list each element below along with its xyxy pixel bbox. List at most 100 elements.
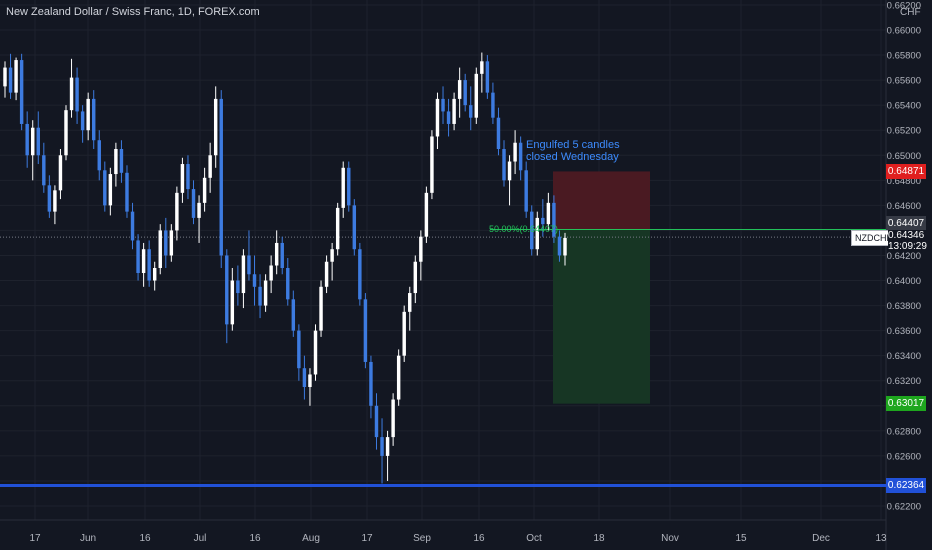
chart-annotation[interactable]: Engulfed 5 candles closed Wednesday bbox=[526, 139, 620, 163]
candle-body bbox=[269, 265, 273, 281]
candle-body bbox=[53, 190, 57, 212]
price-axis-label: 0.65600 bbox=[887, 76, 921, 87]
candle-body bbox=[535, 217, 539, 250]
candle-body bbox=[130, 211, 135, 241]
current-price: 0.64346 bbox=[888, 230, 925, 241]
candle-body bbox=[369, 361, 373, 406]
candle-body bbox=[496, 117, 501, 149]
candle-body bbox=[86, 98, 90, 131]
price-axis-label: 0.65000 bbox=[887, 151, 921, 162]
candle-body bbox=[507, 161, 512, 181]
candle-body bbox=[241, 255, 246, 294]
candle-body bbox=[441, 98, 445, 112]
current-price-tag: 0.64346 13:09:29 bbox=[888, 230, 928, 252]
price-axis-label: 0.63200 bbox=[887, 376, 921, 387]
candle-body bbox=[291, 299, 296, 331]
candle-body bbox=[108, 174, 113, 206]
candle-body bbox=[374, 405, 379, 438]
candle-body bbox=[286, 268, 290, 300]
candle-body bbox=[313, 330, 318, 375]
price-axis-label: 0.63800 bbox=[887, 301, 921, 312]
candle-body bbox=[457, 80, 462, 99]
candle-body bbox=[419, 236, 423, 262]
candle-body bbox=[258, 286, 262, 306]
price-axis-label: 0.62800 bbox=[887, 426, 921, 437]
candle-body bbox=[491, 92, 495, 118]
candle-body bbox=[247, 255, 251, 275]
time-axis-label: 16 bbox=[473, 533, 485, 544]
candle-body bbox=[164, 230, 168, 256]
candle-body bbox=[335, 207, 340, 250]
price-axis-label: 0.62200 bbox=[887, 502, 921, 513]
price-axis-label: 0.65400 bbox=[887, 101, 921, 112]
candle-body bbox=[8, 67, 13, 93]
time-axis-label: 17 bbox=[29, 533, 41, 544]
candle-body bbox=[64, 110, 68, 156]
candle-body bbox=[158, 230, 162, 268]
currency-label: CHF bbox=[900, 7, 921, 18]
candle-body bbox=[230, 280, 235, 325]
candle-body bbox=[169, 230, 174, 256]
candle-body bbox=[191, 189, 196, 218]
candle-body bbox=[380, 437, 384, 456]
price-axis-label: 0.64600 bbox=[887, 201, 921, 212]
price-axis-label: 0.63600 bbox=[887, 326, 921, 337]
time-axis-label: Nov bbox=[661, 533, 679, 544]
time-axis-label: 18 bbox=[593, 533, 605, 544]
candle-body bbox=[31, 127, 35, 156]
candle-body bbox=[75, 77, 79, 112]
candle-body bbox=[125, 172, 129, 212]
candle-body bbox=[91, 98, 96, 141]
price-axis-label: 0.64000 bbox=[887, 276, 921, 287]
candle-body bbox=[530, 211, 534, 250]
candle-body bbox=[208, 155, 212, 178]
time-axis-label: 16 bbox=[139, 533, 151, 544]
candle-body bbox=[552, 202, 556, 237]
candle-body bbox=[213, 98, 218, 156]
stop-loss-price-tag: 0.64871 bbox=[886, 164, 926, 179]
candle-body bbox=[3, 67, 7, 87]
candle-body bbox=[114, 149, 118, 175]
candle-body bbox=[391, 399, 395, 438]
candle-body bbox=[480, 61, 484, 74]
candle-body bbox=[446, 111, 451, 124]
candle-body bbox=[435, 98, 440, 137]
annotation-line-1: Engulfed 5 candles bbox=[526, 139, 620, 151]
candle-body bbox=[413, 261, 418, 294]
candle-body bbox=[14, 60, 18, 93]
candle-body bbox=[219, 98, 223, 256]
candle-body bbox=[36, 127, 40, 156]
candle-body bbox=[186, 164, 190, 190]
candle-body bbox=[324, 261, 329, 287]
candle-body bbox=[330, 249, 334, 262]
candle-body bbox=[358, 249, 362, 300]
candle-body bbox=[42, 155, 46, 186]
time-axis-label: Aug bbox=[302, 533, 320, 544]
candle-body bbox=[119, 149, 124, 173]
support-price-tag: 0.62364 bbox=[886, 478, 926, 493]
candle-body bbox=[341, 167, 345, 208]
candle-body bbox=[225, 255, 229, 325]
candle-body bbox=[180, 164, 185, 193]
take-profit-zone bbox=[553, 229, 650, 404]
candle-body bbox=[518, 142, 523, 171]
candle-body bbox=[274, 242, 279, 266]
take-profit-price-tag: 0.63017 bbox=[886, 396, 926, 411]
candle-body bbox=[197, 202, 201, 218]
candle-body bbox=[141, 249, 146, 274]
candle-body bbox=[563, 237, 567, 256]
time-axis-label: 15 bbox=[735, 533, 747, 544]
candle-body bbox=[69, 77, 74, 111]
candle-body bbox=[452, 98, 456, 124]
price-axis-label: 0.66000 bbox=[887, 26, 921, 37]
candle-body bbox=[402, 311, 406, 356]
time-axis-label: Dec bbox=[812, 533, 830, 544]
candle-body bbox=[263, 280, 268, 306]
time-axis-label: 13 bbox=[875, 533, 887, 544]
bar-countdown: 13:09:29 bbox=[888, 241, 927, 252]
time-axis-label: Jul bbox=[194, 533, 207, 544]
candle-body bbox=[252, 274, 257, 287]
price-axis-label: 0.62600 bbox=[887, 451, 921, 462]
